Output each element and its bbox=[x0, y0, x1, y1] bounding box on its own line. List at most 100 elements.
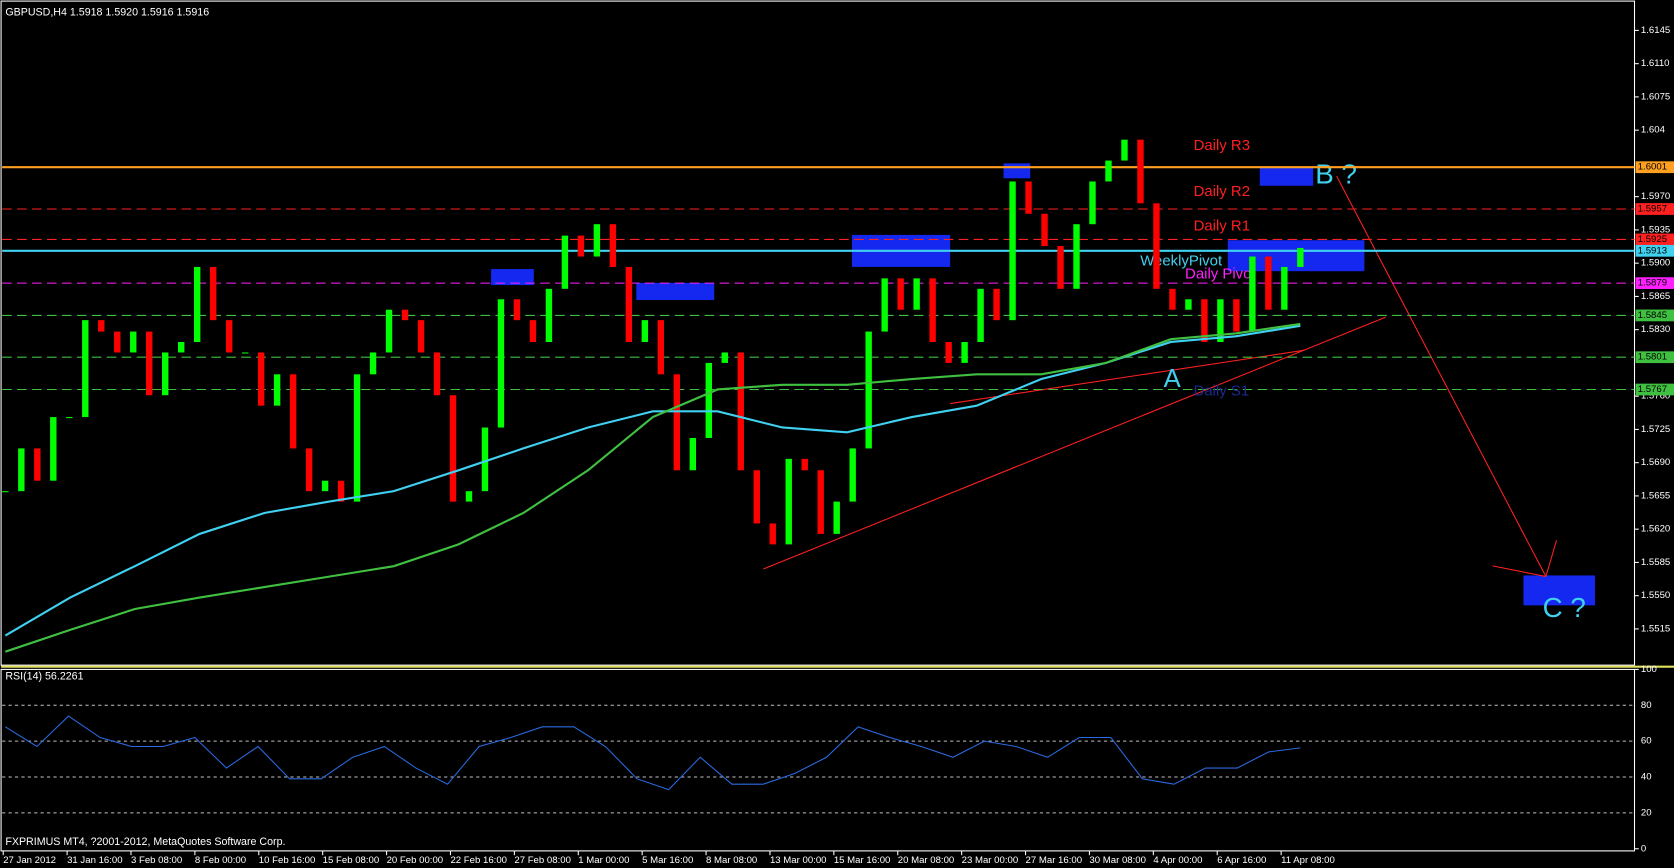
candle bbox=[945, 342, 952, 363]
x-tick-label: 3 Feb 08:00 bbox=[131, 855, 182, 866]
candle bbox=[209, 266, 217, 321]
x-tick-label: 10 Feb 16:00 bbox=[259, 855, 316, 866]
trend-line bbox=[950, 349, 1305, 405]
candle bbox=[353, 374, 361, 502]
level-name: Daily Pivot bbox=[1185, 266, 1256, 283]
y-tick-label: 1.604 bbox=[1641, 125, 1666, 136]
zone-box bbox=[1523, 575, 1595, 606]
candle bbox=[769, 523, 776, 545]
candle bbox=[449, 395, 457, 502]
candle bbox=[1137, 139, 1144, 204]
level-price-box bbox=[1635, 233, 1674, 246]
candle bbox=[561, 235, 569, 289]
wave-label: B ? bbox=[1315, 159, 1357, 190]
candle bbox=[1153, 203, 1160, 289]
level-price-label: 1.5957 bbox=[1638, 204, 1667, 215]
candle bbox=[18, 448, 25, 492]
y-tick-label: 0 bbox=[1641, 843, 1646, 854]
y-tick-label: 1.5550 bbox=[1641, 590, 1670, 601]
zone-box bbox=[1003, 163, 1031, 179]
y-tick-label: 40 bbox=[1641, 772, 1652, 783]
candle bbox=[1025, 181, 1032, 214]
x-tick-label: 23 Mar 00:00 bbox=[962, 855, 1019, 866]
x-tick-label: 20 Mar 08:00 bbox=[898, 855, 955, 866]
candle bbox=[1089, 181, 1096, 225]
y-tick-label: 1.6075 bbox=[1641, 91, 1670, 102]
candle bbox=[130, 331, 137, 353]
candle bbox=[34, 448, 41, 481]
y-tick-label: 1.5865 bbox=[1641, 291, 1670, 302]
candle bbox=[321, 480, 329, 492]
y-tick-label: 1.5515 bbox=[1641, 623, 1670, 634]
x-tick-label: 6 Apr 16:00 bbox=[1217, 855, 1266, 866]
y-tick-label: 80 bbox=[1641, 700, 1652, 711]
candle bbox=[162, 352, 169, 396]
level-name: Daily S1 bbox=[1194, 383, 1250, 400]
x-tick-label: 13 Mar 00:00 bbox=[770, 855, 827, 866]
candle bbox=[593, 224, 601, 257]
candle bbox=[1105, 160, 1112, 182]
candle bbox=[929, 278, 936, 343]
rsi-title: RSI(14) 56.2261 bbox=[5, 671, 83, 683]
x-tick-label: 11 Apr 08:00 bbox=[1281, 855, 1335, 866]
copyright: FXPRIMUS MT4, ?2001-2012, MetaQuotes Sof… bbox=[5, 836, 285, 848]
y-tick-label: 1.5725 bbox=[1641, 424, 1670, 435]
level-price-label: 1.5845 bbox=[1638, 310, 1667, 321]
wave-label: A bbox=[1164, 365, 1182, 393]
candle bbox=[1201, 299, 1208, 343]
candle bbox=[993, 288, 1000, 321]
candle bbox=[369, 352, 377, 375]
y-tick-label: 1.5900 bbox=[1641, 258, 1670, 269]
x-tick-label: 22 Feb 16:00 bbox=[450, 855, 507, 866]
y-tick-label: 1.5655 bbox=[1641, 490, 1670, 501]
x-tick-label: 8 Feb 00:00 bbox=[195, 855, 246, 866]
x-tick-label: 8 Mar 08:00 bbox=[706, 855, 757, 866]
level-price-box bbox=[1635, 277, 1674, 289]
candle bbox=[82, 320, 89, 418]
candle bbox=[289, 374, 297, 449]
candle bbox=[1217, 299, 1224, 343]
zone-box bbox=[1259, 166, 1314, 186]
trend-line bbox=[763, 316, 1386, 570]
level-price-label: 1.5913 bbox=[1638, 245, 1667, 256]
zone-box bbox=[491, 269, 534, 286]
candle bbox=[497, 299, 505, 428]
candle bbox=[1041, 213, 1048, 247]
y-tick-label: 1.6145 bbox=[1641, 25, 1670, 36]
x-tick-label: 4 Apr 00:00 bbox=[1153, 855, 1202, 866]
x-tick-label: 27 Mar 16:00 bbox=[1026, 855, 1083, 866]
candle bbox=[849, 448, 856, 502]
candle bbox=[385, 309, 393, 353]
level-name: Daily R2 bbox=[1194, 183, 1250, 200]
level-price-label: 1.5801 bbox=[1638, 352, 1667, 363]
rsi-line bbox=[5, 715, 1301, 791]
x-tick-label: 15 Mar 16:00 bbox=[834, 855, 891, 866]
x-tick-label: 20 Feb 00:00 bbox=[387, 855, 444, 866]
level-price-label: 1.6001 bbox=[1638, 162, 1667, 173]
candle bbox=[146, 331, 153, 396]
candle bbox=[785, 458, 792, 545]
projection-line bbox=[1336, 175, 1547, 577]
level-name: WeeklyPivot bbox=[1140, 252, 1223, 269]
candle bbox=[401, 309, 409, 321]
y-tick-label: 1.5935 bbox=[1641, 224, 1670, 235]
y-tick-label: 1.5830 bbox=[1641, 324, 1670, 335]
y-tick-label: 1.5620 bbox=[1641, 524, 1670, 535]
candle bbox=[1073, 224, 1080, 289]
candle bbox=[1265, 256, 1272, 310]
candle bbox=[641, 320, 649, 343]
candle bbox=[1249, 256, 1256, 332]
candle bbox=[273, 374, 281, 406]
y-tick-label: 100 bbox=[1641, 664, 1657, 675]
x-tick-label: 15 Feb 08:00 bbox=[323, 855, 380, 866]
candle bbox=[1009, 181, 1016, 321]
candle bbox=[50, 417, 57, 481]
candle bbox=[753, 470, 760, 524]
level-price-box bbox=[1635, 383, 1674, 396]
wave-label: C ? bbox=[1543, 592, 1586, 623]
candle bbox=[529, 320, 537, 343]
level-price-box bbox=[1635, 203, 1674, 215]
y-tick-label: 1.5970 bbox=[1641, 191, 1670, 202]
candle bbox=[114, 331, 121, 353]
x-tick-label: 5 Mar 16:00 bbox=[642, 855, 693, 866]
